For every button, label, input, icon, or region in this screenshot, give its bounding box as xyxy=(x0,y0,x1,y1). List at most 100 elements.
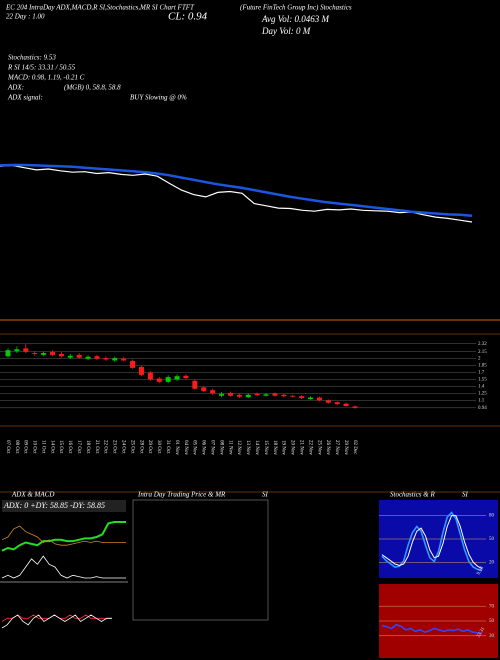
y-tick-label: 50 xyxy=(489,537,495,542)
candle-body xyxy=(352,406,358,408)
candle-body xyxy=(41,353,47,355)
stoch-info: Stochastics: 9.53 xyxy=(8,54,56,62)
day-info: 22 Day : 1.00 xyxy=(6,13,45,21)
candle-body xyxy=(183,375,189,379)
candle-body xyxy=(156,378,162,382)
rsi-info: R SI 14/5: 33.31 / 50.55 xyxy=(7,64,76,72)
candle-body xyxy=(5,350,11,357)
candle-body xyxy=(281,394,287,397)
adx-line xyxy=(1,555,126,579)
candle-body xyxy=(94,356,100,359)
macd-info: MACD: 0.98, 1.19, -0.21 C xyxy=(7,74,85,82)
candle-body xyxy=(272,393,278,396)
candle-body xyxy=(290,395,296,397)
x-tick-label: 07 Nov xyxy=(210,440,215,455)
macd-line xyxy=(1,614,112,629)
x-tick-label: 01 Nov xyxy=(174,440,179,455)
candle-body xyxy=(325,400,331,403)
x-tick-label: 15 Nov xyxy=(263,440,268,455)
x-tick-label: 27 Nov xyxy=(334,440,339,455)
value-label: 9.53 xyxy=(476,566,485,577)
candle-body xyxy=(334,402,340,405)
oscillator-line xyxy=(381,623,483,635)
adx-line xyxy=(1,525,126,546)
x-tick-label: 11 Oct xyxy=(40,440,45,454)
x-tick-label: 15 Oct xyxy=(58,440,63,454)
y-tick-label: 2.15 xyxy=(478,350,487,355)
x-tick-label: 10 Oct xyxy=(32,440,37,454)
x-tick-label: 09 Oct xyxy=(23,440,28,454)
x-tick-label: 02 Dec xyxy=(352,440,357,455)
x-tick-label: 12 Nov xyxy=(236,440,241,455)
close-info: CL: 0.94 xyxy=(168,11,208,23)
candle-body xyxy=(112,358,118,361)
y-tick-label: 20 xyxy=(489,561,495,566)
y-tick-label: 1.85 xyxy=(478,364,487,369)
y-tick-label: 80 xyxy=(489,514,495,519)
y-tick-label: 1.25 xyxy=(478,392,487,397)
candle-body xyxy=(23,348,29,352)
candle-body xyxy=(299,396,305,399)
candle-body xyxy=(201,387,207,392)
candle-body xyxy=(219,393,225,396)
x-tick-label: 19 Nov xyxy=(281,440,286,455)
x-tick-label: 16 Oct xyxy=(67,440,72,454)
company: (Future FinTech Group Inc) Stochastics xyxy=(240,4,352,12)
x-tick-label: 31 Oct xyxy=(165,440,170,454)
panel-title: SI xyxy=(262,491,269,499)
candle-body xyxy=(49,352,55,355)
panel-title: Stochastics & R xyxy=(390,491,435,499)
x-tick-label: 14 Oct xyxy=(49,440,54,454)
y-tick-label: 0.94 xyxy=(478,406,487,411)
y-tick-label: 2 xyxy=(478,357,481,362)
x-tick-label: 18 Nov xyxy=(272,440,277,455)
y-tick-label: 2.32 xyxy=(478,342,487,347)
x-tick-label: 24 Oct xyxy=(121,440,126,454)
y-tick-label: 1.4 xyxy=(478,385,485,390)
x-tick-label: 14 Nov xyxy=(254,440,259,455)
x-tick-label: 30 Oct xyxy=(156,440,161,454)
y-tick-label: 1.55 xyxy=(478,378,487,383)
y-tick-label: 50 xyxy=(489,619,495,624)
candle-body xyxy=(138,366,144,375)
x-tick-label: 05 Nov xyxy=(192,440,197,455)
candle-body xyxy=(236,394,242,397)
candle-body xyxy=(147,372,153,380)
candle-body xyxy=(210,390,216,394)
candle-body xyxy=(103,358,109,360)
candle-body xyxy=(121,358,127,361)
candle-body xyxy=(227,392,233,396)
x-tick-label: 06 Nov xyxy=(201,440,206,455)
x-tick-label: 29 Oct xyxy=(147,440,152,454)
candle-body xyxy=(174,376,180,380)
x-tick-label: 29 Nov xyxy=(343,440,348,455)
y-tick-label: 70 xyxy=(489,604,495,609)
x-tick-label: 04 Nov xyxy=(183,440,188,455)
panel-title: Intra Day Trading Price & MR xyxy=(137,491,226,499)
candle-body xyxy=(308,397,314,399)
adx-info: ADX: xyxy=(7,84,24,92)
x-tick-label: 21 Nov xyxy=(298,440,303,455)
candle-body xyxy=(316,397,322,401)
oscillator-line xyxy=(381,511,483,572)
x-tick-label: 08 Oct xyxy=(14,440,19,454)
x-tick-label: 20 Nov xyxy=(290,440,295,455)
candle-body xyxy=(343,403,349,406)
signal-info: BUY Slowing @ 0% xyxy=(130,94,187,102)
y-tick-label: 1.1 xyxy=(478,399,485,404)
panel-title: ADX & MACD xyxy=(11,491,54,499)
oscillator-line xyxy=(381,515,483,570)
x-tick-label: 18 Oct xyxy=(85,440,90,454)
x-tick-label: 13 Nov xyxy=(245,440,250,455)
avg-vol: Avg Vol: 0.0463 M xyxy=(261,14,329,24)
legend-box xyxy=(2,500,126,512)
x-tick-label: 17 Oct xyxy=(76,440,81,454)
candle-body xyxy=(58,353,64,357)
x-tick-label: 07 Oct xyxy=(5,440,10,454)
y-tick-label: 30 xyxy=(489,634,495,639)
header-title: EC 204 IntraDay ADX,MACD,R SI,Stochastic… xyxy=(5,4,195,12)
intraday-box xyxy=(132,499,269,621)
candle-body xyxy=(67,355,73,358)
adx-line xyxy=(1,521,126,552)
candle-body xyxy=(245,394,251,398)
